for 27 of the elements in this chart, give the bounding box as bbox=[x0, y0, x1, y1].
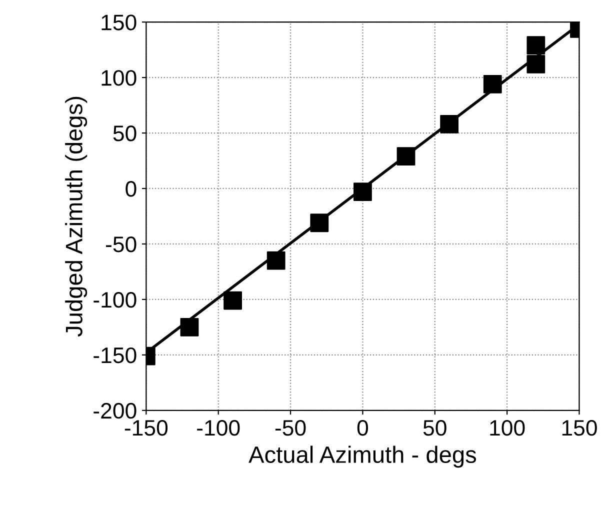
point bbox=[310, 214, 329, 232]
y-axis-title: Judged Azimuth (degs) bbox=[65, 96, 88, 337]
point bbox=[440, 114, 459, 134]
point bbox=[526, 55, 546, 74]
point bbox=[483, 74, 502, 94]
x-tick-label: 50 bbox=[423, 420, 446, 436]
point bbox=[224, 291, 242, 310]
point bbox=[396, 147, 416, 166]
point bbox=[354, 182, 372, 202]
x-tick-label: -150 bbox=[124, 420, 168, 436]
y-tick-label: 0 bbox=[126, 181, 136, 197]
y-tick-label: 150 bbox=[102, 14, 136, 30]
x-tick-label: -50 bbox=[275, 420, 306, 436]
y-tick-label: -200 bbox=[94, 402, 136, 419]
y-tick-label: -100 bbox=[94, 292, 136, 308]
x-axis-title: Actual Azimuth - degs bbox=[248, 446, 476, 468]
point bbox=[526, 36, 546, 55]
x-tick-label: 0 bbox=[357, 420, 368, 436]
x-tick-label: 150 bbox=[562, 420, 597, 436]
y-tick-label: -150 bbox=[94, 347, 136, 364]
x-tick-label: 100 bbox=[490, 420, 525, 436]
point bbox=[266, 251, 286, 270]
y-tick-label: -50 bbox=[106, 236, 136, 252]
y-tick-label: 50 bbox=[113, 126, 136, 142]
point bbox=[180, 318, 199, 336]
x-tick-label: -100 bbox=[197, 420, 240, 436]
y-tick-label: 100 bbox=[102, 70, 136, 86]
